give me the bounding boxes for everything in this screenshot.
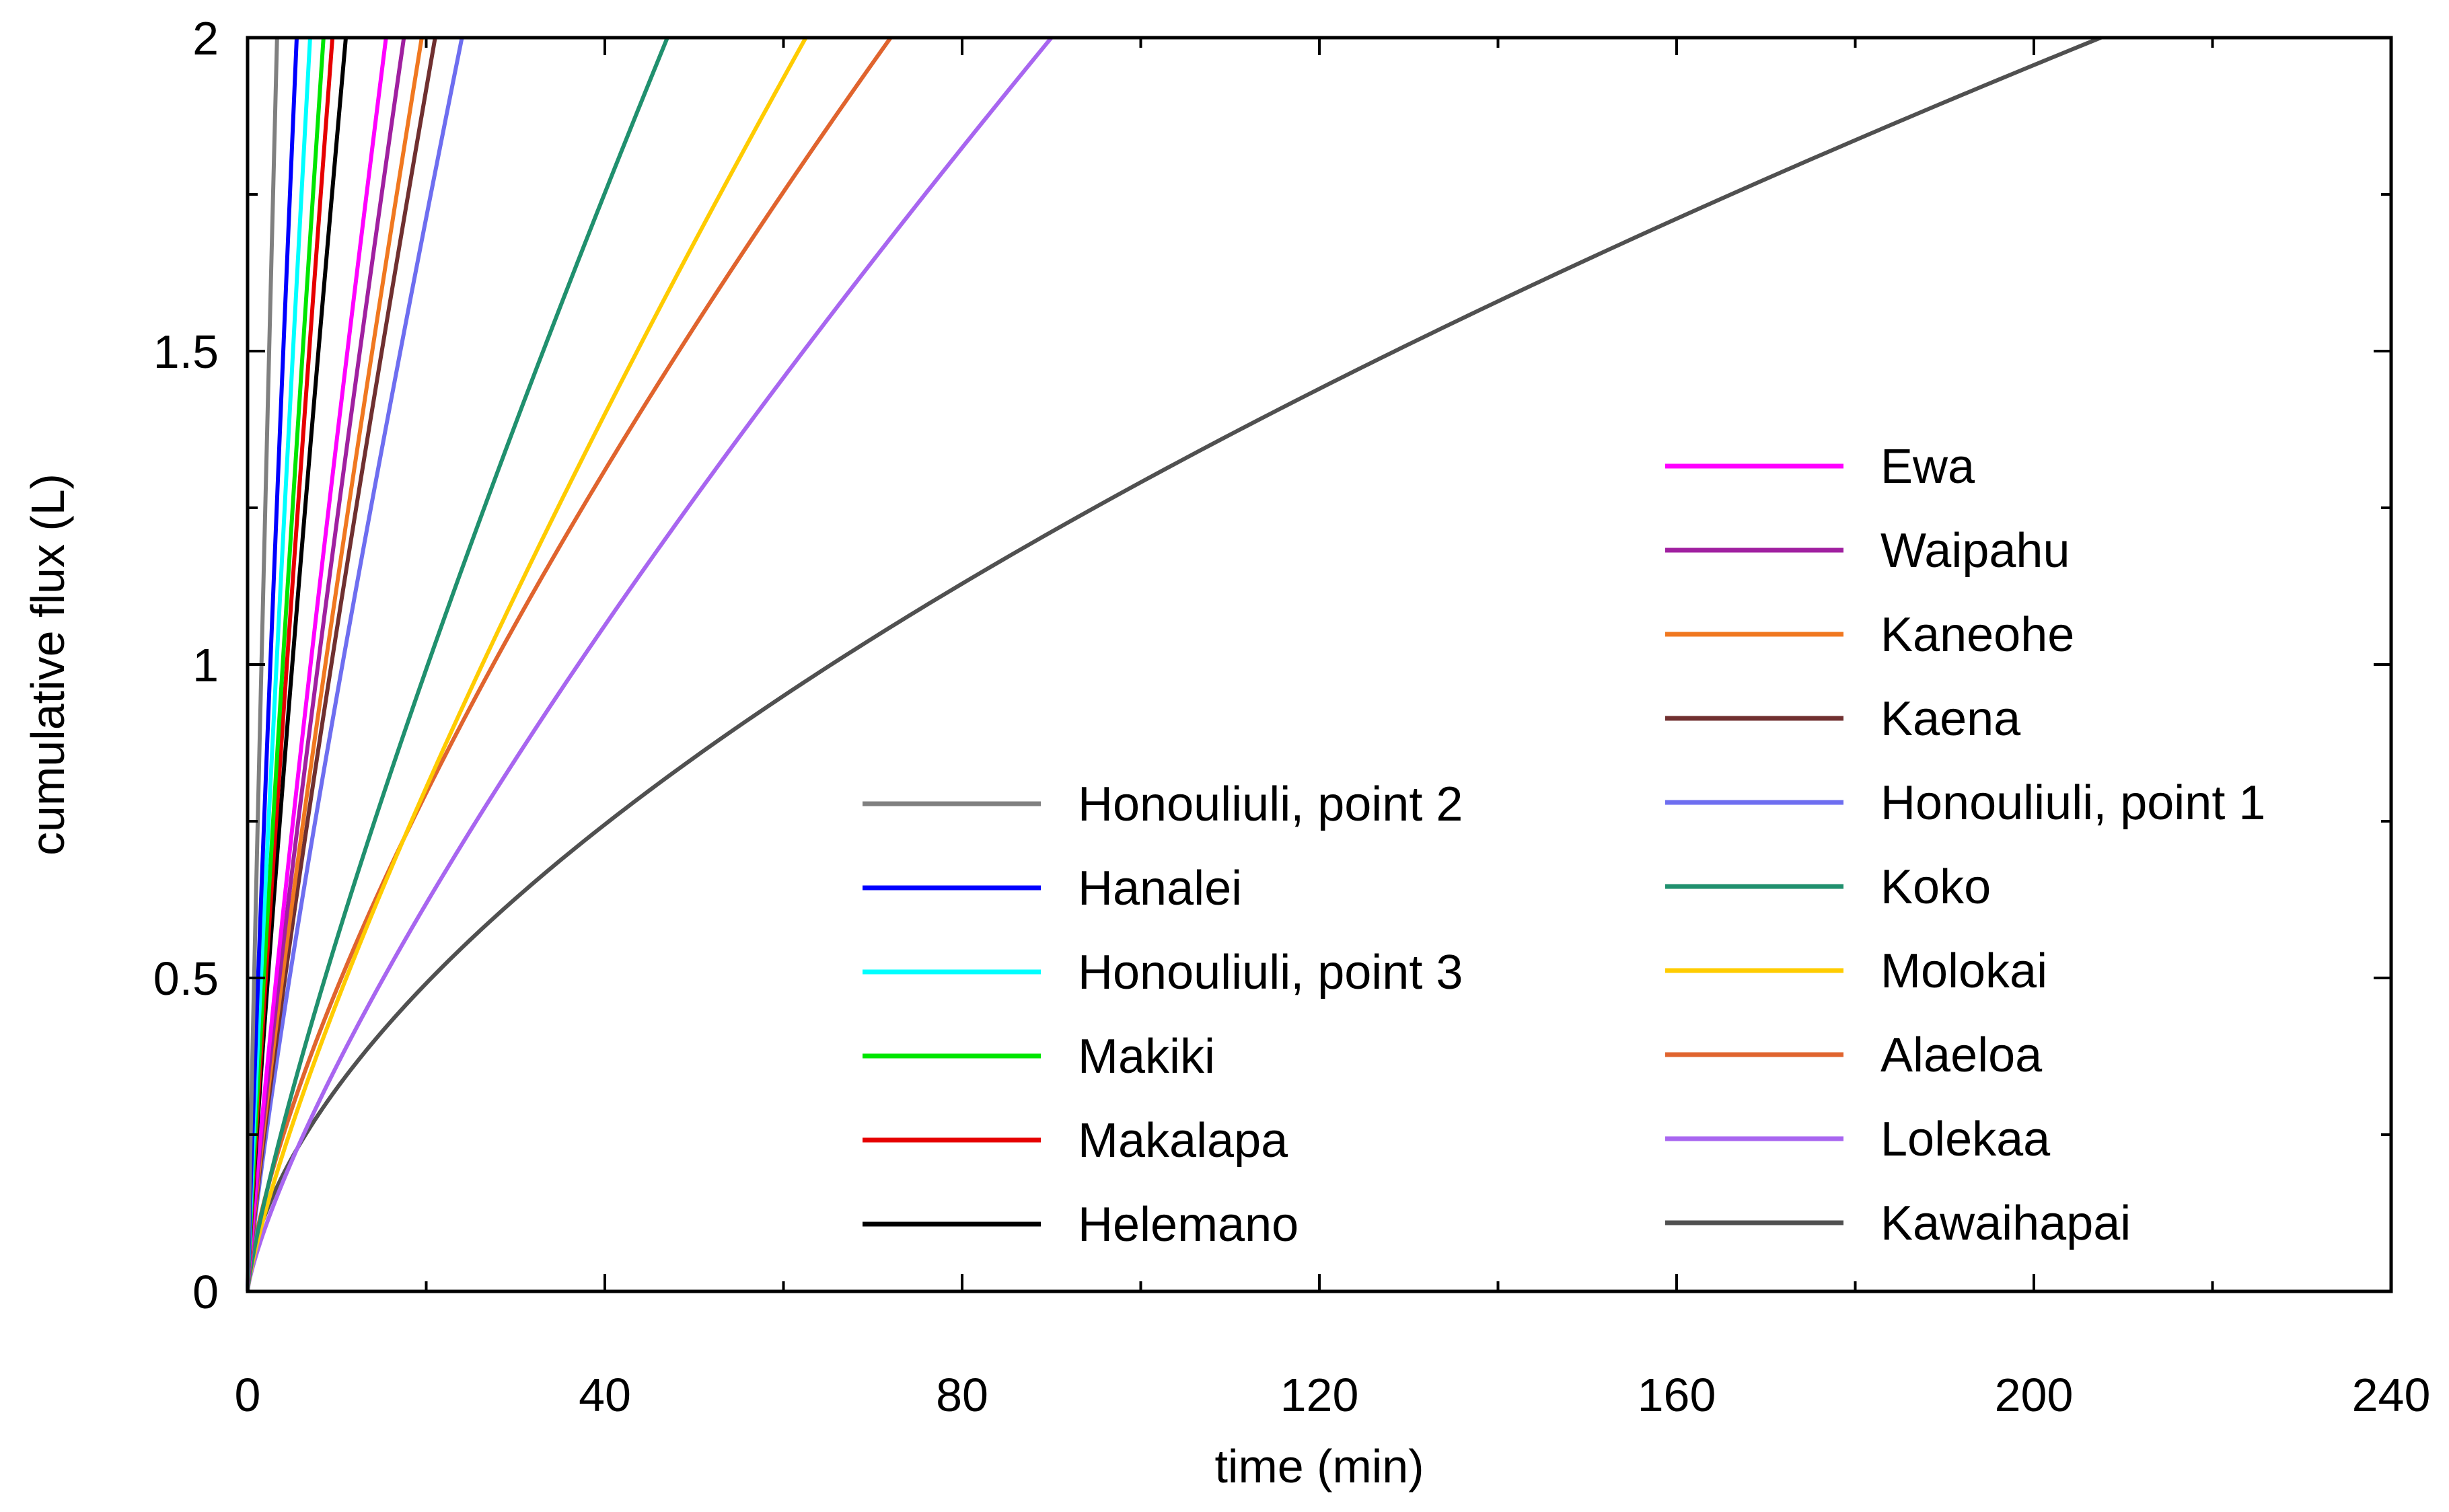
- x-tick-label: 120: [1280, 1369, 1359, 1421]
- y-axis-title: cumulative flux (L): [22, 474, 74, 856]
- legend-label-honouliuli-point-3: Honouliuli, point 3: [1078, 946, 1463, 999]
- legend-label-honouliuli-point-2: Honouliuli, point 2: [1078, 778, 1463, 831]
- series-line-alaeloa: [246, 36, 893, 1292]
- legend-label-molokai: Molokai: [1880, 944, 2047, 998]
- legend-label-helemano: Helemano: [1078, 1198, 1299, 1252]
- x-tick-label: 200: [1995, 1369, 2074, 1421]
- series-line-molokai: [246, 36, 808, 1292]
- legend: Honouliuli, point 2 Hanalei Honouliuli, po…: [863, 440, 2265, 1252]
- series-line-lolekaa: [246, 36, 1054, 1292]
- legend-label-makalapa: Makalapa: [1078, 1114, 1288, 1168]
- legend-label-lolekaa: Lolekaa: [1880, 1112, 2051, 1166]
- y-tick-label: 1: [192, 639, 219, 691]
- legend-label-kawaihapai: Kawaihapai: [1880, 1197, 2131, 1250]
- series-line-ewa: [246, 37, 388, 1293]
- x-tick-label: 160: [1638, 1369, 1716, 1421]
- y-tick-label: 2: [192, 12, 219, 65]
- x-tick-label: 40: [579, 1369, 631, 1421]
- x-tick-label: 240: [2352, 1369, 2431, 1421]
- legend-label-makiki: Makiki: [1078, 1030, 1215, 1084]
- legend-label-koko: Koko: [1880, 860, 1991, 914]
- series-line-koko: [246, 36, 669, 1293]
- legend-label-hanalei: Hanalei: [1078, 862, 1242, 915]
- y-tick-label: 1.5: [153, 326, 219, 378]
- legend-label-honouliuli-point-1: Honouliuli, point 1: [1880, 776, 2265, 830]
- x-axis-title: time (min): [1214, 1440, 1424, 1492]
- y-tick-label: 0.5: [153, 952, 219, 1005]
- legend-label-waipahu: Waipahu: [1880, 524, 2070, 578]
- legend-label-alaeloa: Alaeloa: [1880, 1028, 2043, 1082]
- axis-layer: 0 40 80 120 160 200 240 0 0.5 1 1.5 2: [153, 12, 2431, 1421]
- legend-label-kaena: Kaena: [1880, 692, 2021, 746]
- legend-label-ewa: Ewa: [1880, 440, 1975, 494]
- legend-label-kaneohe: Kaneohe: [1880, 608, 2074, 662]
- series-line-kawaihapai: [246, 36, 2102, 1292]
- series-layer: [246, 36, 2102, 1293]
- x-tick-label: 0: [235, 1369, 261, 1421]
- x-tick-label: 80: [936, 1369, 988, 1421]
- y-tick-label: 0: [192, 1266, 219, 1318]
